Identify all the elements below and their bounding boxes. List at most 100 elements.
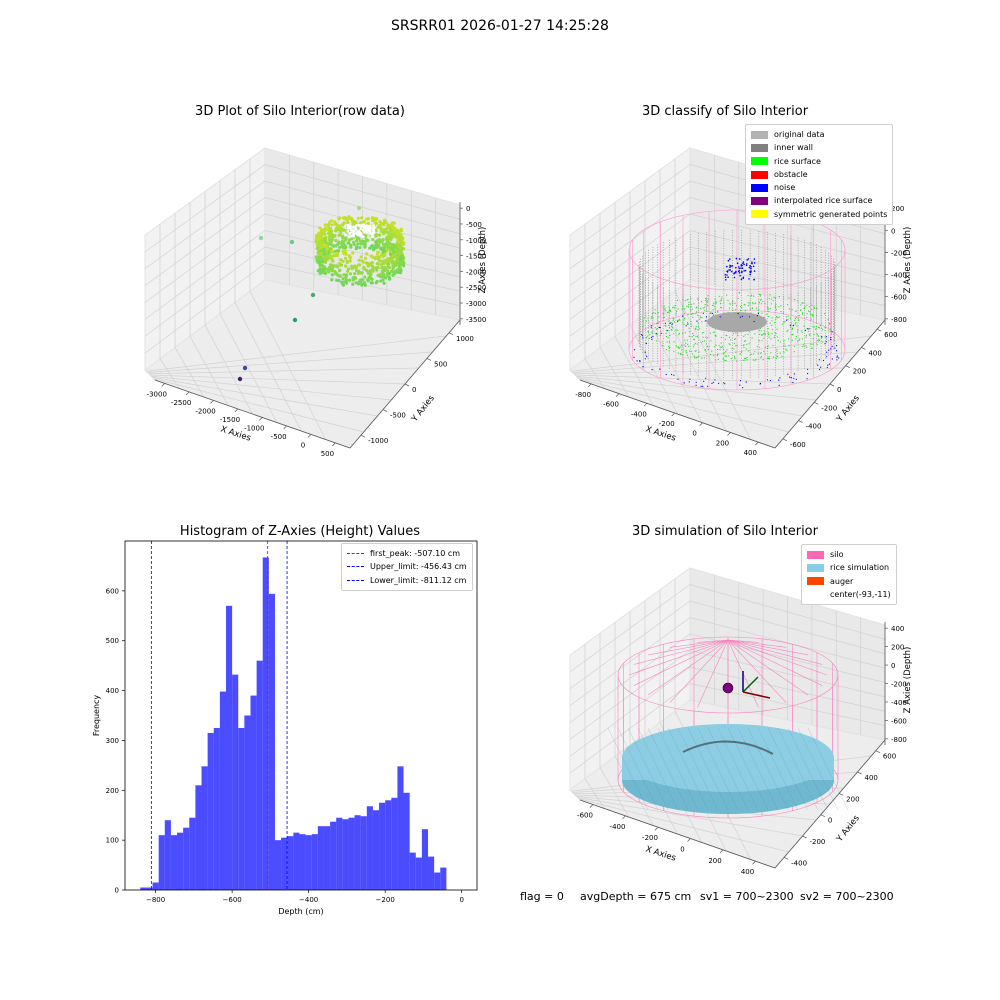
rice-point [748,343,750,345]
ring-point [315,234,319,238]
noise-point [787,373,789,375]
rice-point [672,320,674,322]
rice-point [726,294,728,296]
noise-point [824,343,826,345]
rice-point [684,344,686,346]
noise-point [639,360,641,362]
noise-point [636,360,638,362]
noise-point [729,264,731,267]
noise-point [700,385,702,387]
rice-point [737,297,739,299]
outlier-point [242,365,248,371]
ring-point [351,282,355,286]
figure-title: SRSRR01 2026-01-27 14:25:28 [391,18,609,34]
rice-point [784,345,786,347]
noise-point [702,312,704,314]
mesh-line [787,727,829,811]
rice-point [665,325,667,327]
noise-point [719,316,721,318]
rice-point [697,314,699,317]
z-tick-label: -600 [891,717,907,725]
ring-point [331,273,335,277]
rice-point [797,318,799,320]
histogram-bar [342,819,349,890]
noise-point [659,368,661,370]
rice-point [780,310,782,313]
rice-point [775,303,777,305]
rice-point [826,338,828,340]
ring-point [365,252,369,256]
noise-point [724,276,727,278]
ring-point [338,245,342,249]
rice-point [743,303,745,305]
ring-gap [349,234,353,238]
ring-point [346,220,350,224]
x-tick-label: -400 [631,410,647,418]
ring-point [388,252,393,256]
rice-point [809,311,811,313]
x-tick [615,393,620,397]
rice-point [686,305,688,307]
histogram-bar [262,557,269,890]
x-tick-label: -600 [603,401,619,409]
rice-point [643,317,646,319]
ring-point [384,243,388,247]
rice-point [725,355,727,357]
rice-point [776,348,778,350]
y-tick-label: 600 [884,331,897,339]
rice-point [732,301,734,303]
rice-point [738,291,740,294]
noise-point [749,264,751,267]
rice-point [798,339,800,341]
rice-point [701,301,703,303]
y-tick [845,365,850,369]
noise-point [826,351,828,353]
rice-point [769,294,771,296]
ring-gap [348,225,352,229]
rice-point [797,300,799,302]
rice-point [729,303,731,305]
legend-label: auger [830,576,854,586]
ring-point [369,281,373,285]
rice-point [712,314,715,316]
ring-point [348,259,352,263]
ring-gap [352,232,355,236]
noise-point [827,364,829,366]
noise-point [831,358,833,360]
ring-point [373,245,377,249]
noise-point [729,266,731,268]
legend-swatch [807,550,824,559]
rice-point [797,329,799,331]
ring-point [369,244,374,248]
rice-point [691,353,694,355]
rice-point [713,331,716,333]
ring-gap [372,229,376,233]
rice-point [705,336,707,338]
rice-point [816,315,818,317]
ring-point [398,232,402,236]
rice-point [657,322,659,325]
ring-gap [372,224,375,227]
noise-point [683,382,685,384]
y-tick-label: 400 [868,349,881,357]
rice-point [768,356,770,358]
z-tick-label: -3000 [466,300,486,308]
noise-point [752,265,755,268]
x-tick [687,838,691,842]
rice-point [706,346,709,348]
rice-point [714,305,716,307]
x-tick [752,860,756,865]
rice-point [707,337,709,339]
rice-point [709,353,712,356]
noise-point [650,327,652,329]
noise-point [835,345,838,347]
rice-point [719,349,721,351]
rice-point [767,308,769,310]
rice-point [677,346,679,348]
z-axis-label: Z Axies (Depth) [478,227,488,294]
legend-entry: Lower_limit: -811.12 cm [347,574,467,587]
silo-roof-wire [697,639,729,708]
ring-point [396,270,400,274]
ring-point [322,239,326,243]
legend-swatch [751,197,768,206]
